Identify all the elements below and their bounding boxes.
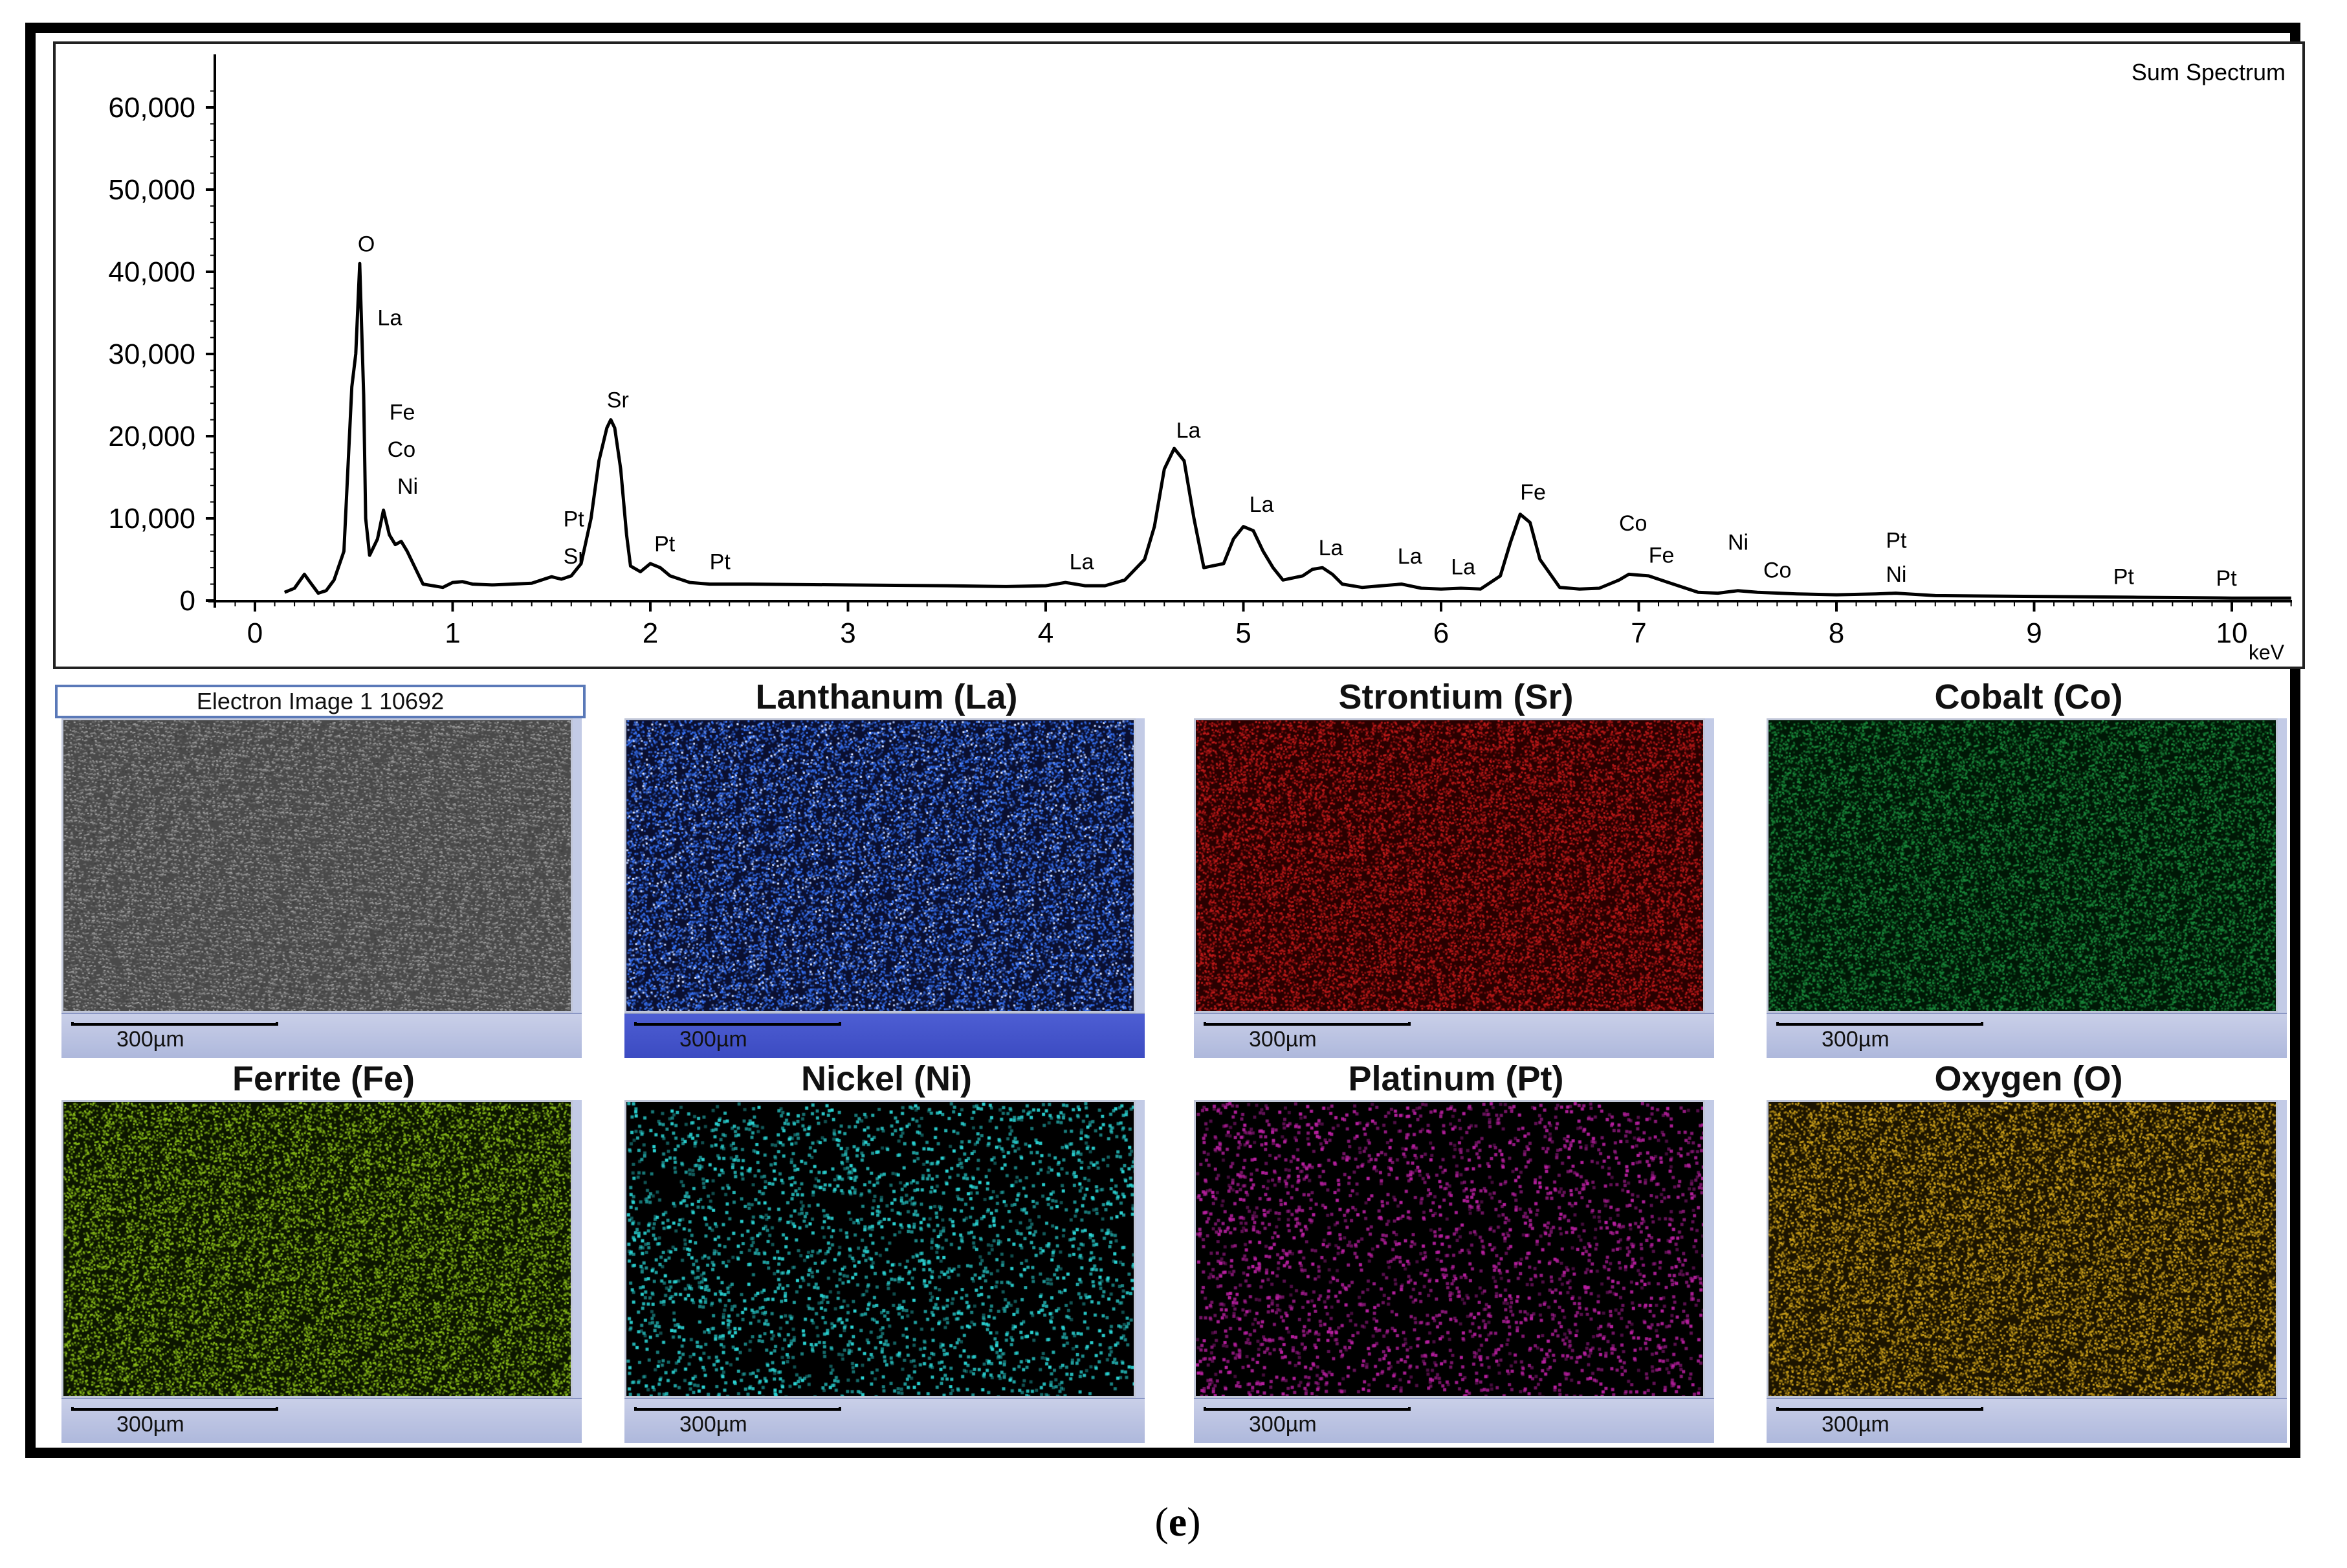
map-side-strip	[1136, 1100, 1145, 1443]
peak-label: Co	[1619, 511, 1647, 536]
peak-label: Pt	[2216, 566, 2238, 591]
map-title: Oxygen (O)	[1934, 1059, 2123, 1098]
scale-bar-panel	[1194, 1398, 1714, 1443]
scale-bar-panel	[1767, 1013, 2287, 1058]
map-title: Strontium (Sr)	[1338, 678, 1574, 716]
peak-label: Pt	[564, 507, 585, 532]
element-map-image	[61, 718, 573, 1013]
peak-label: Ni	[1728, 530, 1748, 555]
x-tick-label: 2	[643, 617, 658, 649]
spectrum-plot-box	[53, 41, 2305, 669]
map-title: Electron Image 1 10692	[55, 685, 586, 718]
figure-caption: (e)	[1154, 1499, 1201, 1545]
element-map-image	[624, 1100, 1136, 1398]
peak-label: Sr	[607, 388, 629, 413]
scale-bar-line	[634, 1407, 841, 1411]
element-map-image	[1194, 1100, 1705, 1398]
scale-bar-label: 300µm	[1249, 1027, 1317, 1052]
peak-label: Ni	[1886, 562, 1906, 587]
element-map-image	[624, 718, 1136, 1013]
scale-bar-label: 300µm	[679, 1412, 747, 1437]
y-tick-label: 50,000	[108, 174, 195, 206]
scale-bar-line	[1776, 1407, 1983, 1411]
scale-bar-label: 300µm	[1822, 1027, 1890, 1052]
y-tick-label: 30,000	[108, 338, 195, 370]
caption-letter: e	[1168, 1499, 1187, 1545]
peak-label: La	[1319, 536, 1343, 560]
peak-label: La	[1398, 544, 1422, 569]
scale-bar-label: 300µm	[116, 1027, 184, 1052]
map-title: Nickel (Ni)	[800, 1059, 973, 1098]
peak-label: La	[1451, 555, 1475, 579]
scale-bar-panel	[624, 1398, 1145, 1443]
spectrum-chart: 0 10,000 20,000 30,000 40,000 50,000 60,000 0 1 2…	[108, 54, 2292, 664]
scale-bar-line	[634, 1022, 841, 1026]
map-side-strip	[573, 1100, 582, 1443]
scale-bar-label: 300µm	[679, 1027, 747, 1052]
map-title: Ferrite (Fe)	[232, 1059, 415, 1098]
y-tick-label: 60,000	[108, 92, 195, 124]
peak-label: La	[377, 306, 402, 331]
map-side-strip	[2278, 1100, 2287, 1443]
peak-label: Sr	[564, 544, 586, 569]
scale-bar-line	[71, 1407, 278, 1411]
x-tick-label: 0	[247, 617, 263, 649]
map-side-strip	[573, 718, 582, 1058]
peak-label: Pt	[654, 532, 676, 557]
peak-label: Co	[1763, 558, 1791, 582]
scale-bar-line	[1204, 1022, 1411, 1026]
x-tick-label: 3	[840, 617, 855, 649]
peak-label: Fe	[1520, 480, 1546, 505]
peak-label: Pt	[1886, 529, 1907, 553]
peak-label: Pt	[710, 550, 731, 575]
x-tick-label: 9	[2026, 617, 2042, 649]
chart-title: Sum Spectrum	[2132, 59, 2286, 85]
element-map-image	[1767, 1100, 2278, 1398]
map-title: Lanthanum (La)	[755, 678, 1018, 716]
peak-label: Ni	[397, 474, 418, 499]
map-title: Cobalt (Co)	[1934, 678, 2123, 716]
peak-label: Fe	[1649, 544, 1675, 568]
x-tick-label: 8	[1829, 617, 1844, 649]
scale-bar-line	[1204, 1407, 1411, 1411]
y-tick-label: 20,000	[108, 421, 195, 452]
map-side-strip	[2278, 718, 2287, 1058]
x-tick-label: 10	[2216, 617, 2248, 649]
x-tick-label: 4	[1038, 617, 1053, 649]
y-tick-label: 40,000	[108, 256, 195, 288]
peak-label: La	[1250, 492, 1274, 517]
scale-bar-line	[71, 1022, 278, 1026]
x-tick-label: 5	[1235, 617, 1251, 649]
map-title: Platinum (Pt)	[1348, 1059, 1564, 1098]
map-side-strip	[1705, 718, 1714, 1058]
map-side-strip	[1705, 1100, 1714, 1443]
peak-label: La	[1176, 419, 1201, 443]
scale-bar-panel	[61, 1398, 582, 1443]
peak-label: O	[358, 232, 375, 256]
x-tick-label: 7	[1631, 617, 1646, 649]
scale-bar-panel	[1194, 1013, 1714, 1058]
peak-label: Co	[388, 437, 415, 462]
y-tick-label: 10,000	[108, 503, 195, 535]
scale-bar-label: 300µm	[1822, 1412, 1890, 1437]
peak-label: La	[1070, 550, 1094, 575]
x-axis-label: keV	[2249, 641, 2285, 664]
peak-label: Pt	[2113, 565, 2135, 590]
x-tick-label: 6	[1433, 617, 1449, 649]
x-tick-label: 1	[445, 617, 460, 649]
map-side-strip	[1136, 718, 1145, 1058]
element-map-image	[61, 1100, 573, 1398]
peak-label: Fe	[390, 401, 415, 425]
scale-bar-line	[1776, 1022, 1983, 1026]
element-map-image	[1194, 718, 1705, 1013]
spectrum-series-line	[283, 261, 2291, 600]
y-tick-label: 0	[180, 585, 195, 617]
scale-bar-panel	[1767, 1398, 2287, 1443]
element-map-image	[1767, 718, 2278, 1013]
scale-bar-label: 300µm	[116, 1412, 184, 1437]
scale-bar-label: 300µm	[1249, 1412, 1317, 1437]
scale-bar-panel	[61, 1013, 582, 1058]
scale-bar-panel	[624, 1013, 1145, 1058]
